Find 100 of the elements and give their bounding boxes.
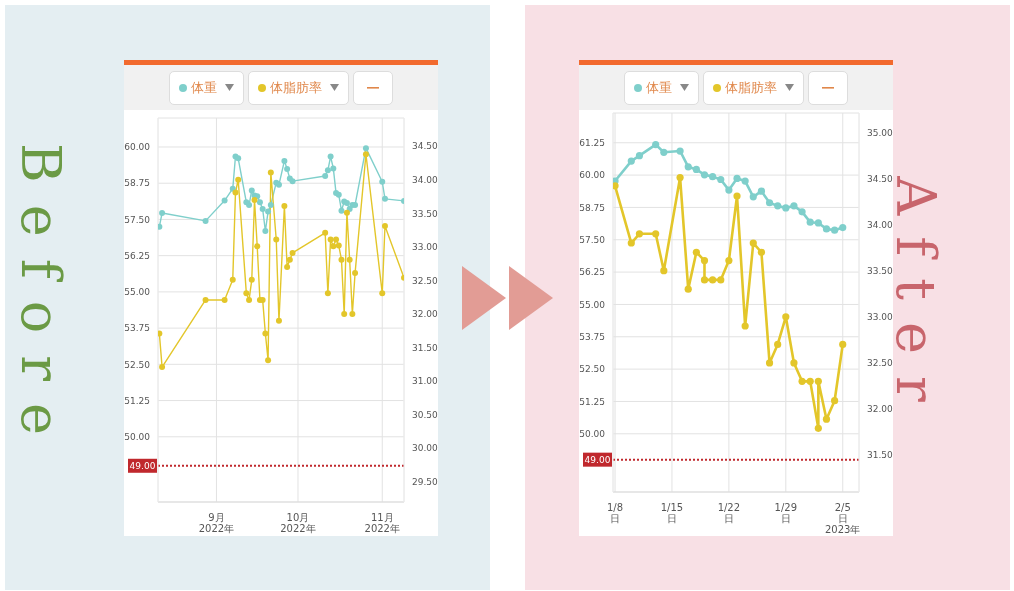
point [660, 148, 668, 156]
point [202, 296, 209, 303]
point [259, 206, 266, 212]
point [700, 276, 709, 284]
point [327, 153, 334, 160]
y2-tick-label: 34.00 [412, 174, 439, 185]
y2-tick-label: 33.50 [412, 208, 439, 219]
point [202, 217, 209, 224]
point [839, 224, 847, 232]
point [273, 236, 280, 243]
ref-line-label: 49.00 [129, 461, 156, 472]
point [324, 167, 331, 174]
y2-tick-label: 31.00 [412, 376, 439, 387]
point [725, 256, 733, 265]
point [774, 340, 782, 349]
point [235, 176, 242, 183]
x-tick-label: 11月 2022年 [364, 512, 400, 534]
point [660, 267, 668, 275]
point [676, 173, 684, 182]
y2-tick-label: 35.00 [867, 127, 894, 138]
point [324, 290, 331, 297]
point [839, 340, 847, 349]
legend-label: 体重 [191, 78, 217, 97]
point [281, 202, 288, 209]
point [229, 276, 236, 283]
y-tick-label: 50.00 [124, 431, 151, 442]
point [749, 239, 757, 247]
point [635, 152, 644, 160]
x-tick-label: 10月 2022年 [280, 512, 316, 534]
y-tick-label: 53.75 [579, 331, 605, 342]
point [814, 219, 822, 227]
point [757, 187, 766, 195]
y2-tick-label: 33.00 [412, 242, 439, 253]
point [831, 397, 839, 405]
point [692, 165, 700, 173]
point [774, 202, 782, 210]
point [700, 171, 709, 179]
y2-tick-label: 34.50 [867, 173, 894, 184]
y-tick-label: 58.75 [579, 202, 605, 213]
point [330, 165, 337, 172]
point [262, 228, 269, 235]
y-tick-label: 57.50 [124, 214, 151, 225]
y2-tick-label: 30.50 [412, 409, 439, 420]
point [232, 189, 239, 196]
point [158, 223, 163, 230]
y2-tick-label: 31.50 [412, 342, 439, 353]
point [822, 415, 831, 423]
point [741, 322, 749, 330]
point [265, 208, 272, 215]
point [717, 276, 725, 284]
point [806, 218, 814, 226]
x-tick-label: 1/22 日 [717, 502, 741, 524]
legend-label: 体重 [646, 78, 672, 97]
point [341, 311, 348, 318]
y2-tick-label: 32.00 [412, 309, 439, 320]
y-tick-label: 55.00 [579, 299, 606, 310]
x-tick-label: 1/8 日 [606, 502, 624, 524]
point [254, 243, 261, 250]
point [733, 174, 741, 183]
y-tick-label: 60.00 [579, 170, 606, 181]
point [782, 204, 790, 212]
point [352, 270, 359, 277]
point [284, 264, 291, 271]
point [381, 195, 388, 202]
legend-label: 体脂肪率 [270, 78, 322, 97]
point [362, 145, 369, 152]
point [159, 364, 166, 371]
point [281, 157, 288, 164]
point [806, 377, 814, 385]
point [335, 242, 342, 249]
point [362, 151, 369, 158]
point [652, 140, 660, 149]
point [289, 249, 296, 256]
point [684, 163, 692, 171]
point [262, 330, 269, 337]
y-tick-label: 56.25 [579, 267, 605, 278]
point [349, 311, 356, 318]
point [265, 357, 272, 364]
y2-tick-label: 33.50 [867, 265, 894, 276]
y2-tick-label: 33.00 [867, 311, 894, 322]
point [709, 173, 717, 181]
y2-tick-label: 32.50 [867, 358, 894, 369]
point [700, 256, 709, 265]
y-tick-label: 60.00 [124, 142, 151, 153]
point [159, 210, 166, 217]
point [814, 377, 822, 385]
point [243, 290, 250, 297]
point [831, 226, 839, 234]
point [330, 243, 337, 250]
y-tick-label: 51.25 [124, 395, 150, 406]
point [798, 377, 806, 385]
point [790, 202, 798, 210]
point [256, 199, 263, 206]
point [814, 424, 822, 432]
point [782, 313, 790, 321]
x-tick-label: 1/15 日 [660, 502, 684, 524]
point [284, 166, 291, 173]
point [338, 207, 345, 214]
point [733, 192, 741, 200]
y-tick-label: 61.25 [579, 137, 605, 148]
